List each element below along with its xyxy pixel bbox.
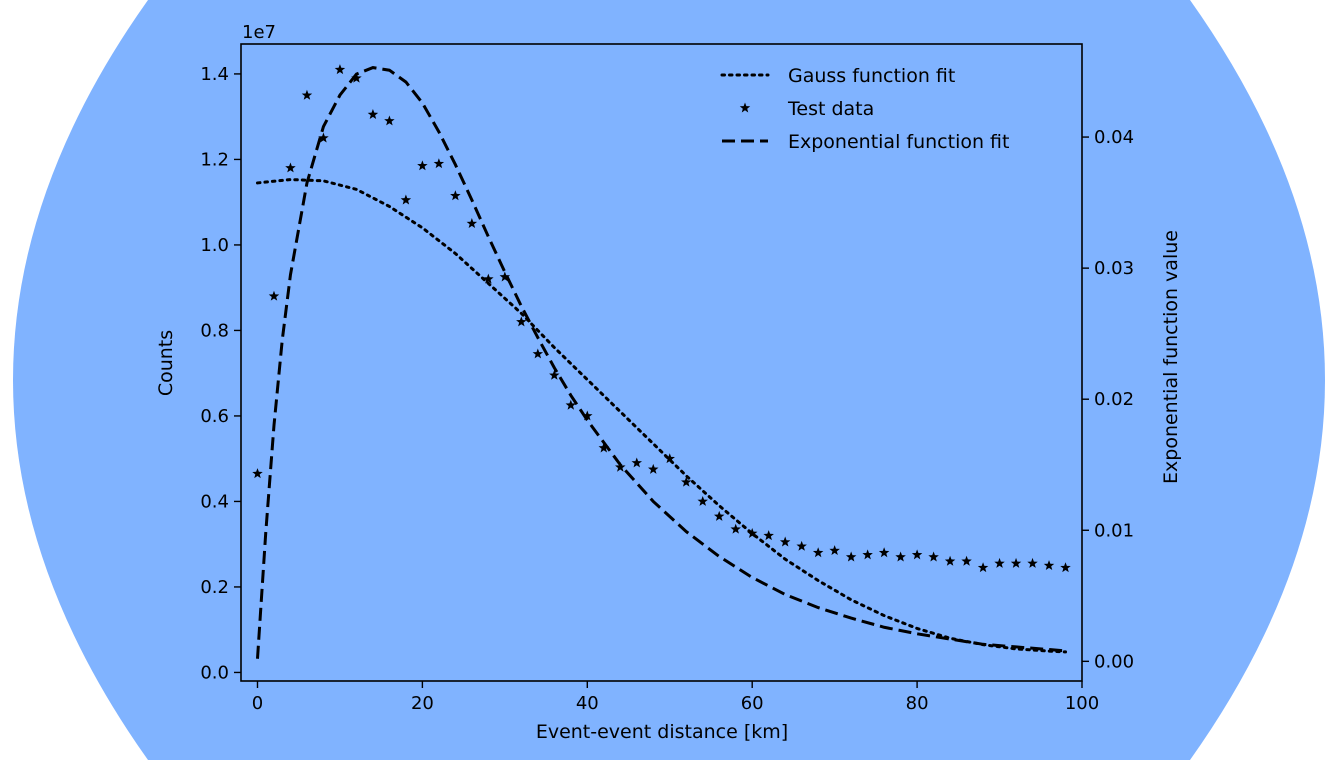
data-point	[1043, 560, 1055, 571]
y-tick-label: 0.2	[200, 577, 229, 598]
data-point	[812, 547, 824, 558]
x-tick-label: 0	[252, 693, 263, 714]
y2-tick-label: 0.00	[1094, 651, 1134, 672]
data-point	[351, 72, 362, 83]
data-point	[532, 348, 544, 359]
data-point	[829, 545, 840, 556]
data-point	[268, 290, 280, 301]
y2-tick-label: 0.04	[1094, 127, 1134, 148]
data-point	[730, 523, 741, 534]
y2-axis-label: Exponential function value	[1160, 230, 1182, 484]
data-point	[367, 109, 379, 119]
data-point	[796, 540, 807, 551]
y-axis-label: Counts	[155, 330, 177, 396]
data-point	[631, 457, 642, 468]
x-tick-label: 20	[411, 693, 434, 714]
data-point	[466, 218, 478, 229]
data-point	[582, 410, 593, 421]
data-point	[664, 453, 675, 464]
data-point	[400, 194, 412, 205]
y-tick-label: 1.0	[200, 235, 229, 256]
data-point	[516, 316, 527, 327]
data-point	[1010, 557, 1022, 568]
data-point	[384, 115, 395, 126]
x-axis-label: Event-event distance [km]	[536, 721, 788, 743]
x-tick-label: 60	[741, 693, 764, 714]
legend-label: Test data	[787, 98, 874, 120]
data-point	[598, 442, 610, 453]
data-point	[911, 549, 923, 560]
y-tick-label: 0.8	[200, 320, 229, 341]
data-point	[301, 89, 313, 100]
data-point	[862, 549, 873, 560]
data-point	[483, 273, 494, 284]
data-point	[746, 528, 758, 538]
y-tick-label: 1.2	[200, 149, 229, 170]
y2-tick-label: 0.01	[1094, 520, 1134, 541]
y-offset-text: 1e7	[242, 22, 276, 43]
data-point	[977, 562, 989, 573]
data-point	[681, 476, 692, 487]
figure-background	[13, 0, 1325, 760]
data-point	[961, 555, 972, 566]
data-point	[318, 132, 329, 143]
data-point	[648, 463, 659, 474]
y-tick-label: 0.4	[200, 491, 229, 512]
data-point	[417, 160, 428, 171]
y2-tick-label: 0.03	[1094, 258, 1134, 279]
data-point	[845, 551, 857, 562]
legend: Gauss function fit Test data Exponential f…	[720, 65, 1009, 153]
data-point	[994, 557, 1005, 568]
data-point	[499, 271, 511, 282]
data-point	[928, 551, 939, 562]
data-point	[565, 399, 577, 410]
data-point	[763, 530, 774, 541]
data-point	[450, 190, 461, 201]
data-point	[549, 369, 560, 380]
x-tick-label: 100	[1065, 693, 1099, 714]
y-tick-label: 0.0	[200, 662, 229, 683]
plot-area	[252, 64, 1071, 659]
data-point	[1027, 557, 1038, 568]
legend-label: Exponential function fit	[788, 131, 1009, 153]
y-tick-label: 0.6	[200, 406, 229, 427]
data-point	[895, 551, 906, 562]
data-point	[285, 162, 296, 173]
legend-label: Gauss function fit	[788, 65, 955, 87]
data-point	[1060, 562, 1071, 573]
data-point	[433, 158, 445, 169]
y2-tick-label: 0.02	[1094, 389, 1134, 410]
data-point	[697, 495, 708, 506]
data-point	[878, 547, 890, 558]
legend-marker	[739, 102, 751, 113]
data-point	[779, 536, 791, 547]
data-point	[252, 468, 263, 479]
data-point	[334, 64, 346, 75]
series-line-2	[255, 66, 1066, 659]
x-tick-label: 80	[906, 693, 929, 714]
data-point	[944, 555, 956, 566]
y-tick-label: 1.4	[200, 64, 229, 85]
x-tick-label: 40	[576, 693, 599, 714]
data-point	[713, 510, 725, 521]
axes-frame	[240, 43, 1083, 682]
